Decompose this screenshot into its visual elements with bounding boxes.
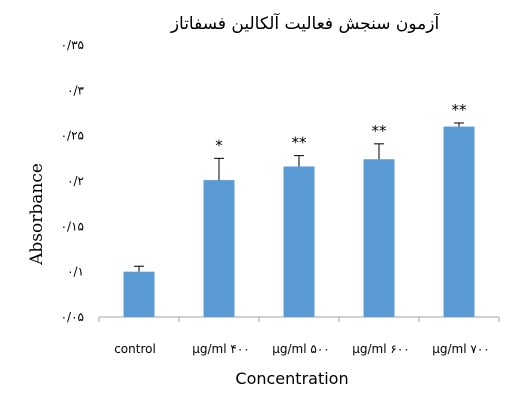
bar-0 (123, 271, 155, 317)
x-category-label: μg/ml ۶۰۰ (352, 342, 409, 356)
bar-1 (203, 180, 235, 317)
bar-3 (363, 159, 395, 317)
y-tick-label: ۰/۳ (67, 83, 84, 97)
y-tick-label: ۰/۲ (67, 174, 84, 188)
plot-area: ۰/۰۵ ۰/۱ ۰/۱۵ ۰/۲ ۰/۲۵ ۰/۳ ۰/۳۵ control * μg/ml ۴… (61, 38, 500, 356)
y-axis-label: Absorbance (27, 163, 47, 266)
x-axis-label: Concentration (235, 369, 348, 388)
x-category-label: μg/ml ۴۰۰ (192, 342, 249, 356)
significance-label-2: ** (292, 134, 308, 152)
chart-title: آزمون سنجش فعالیت آلکالین فسفاتاز (170, 12, 441, 34)
significance-label-3: ** (372, 122, 388, 140)
y-tick-label: ۰/۱۵ (61, 219, 84, 233)
x-category-label: μg/ml ۵۰۰ (272, 342, 329, 356)
bar-4 (443, 126, 475, 317)
y-tick-label: ۰/۲۵ (61, 129, 84, 143)
significance-label-4: ** (452, 101, 468, 119)
bar-2 (283, 166, 315, 317)
significance-label-1: * (215, 136, 223, 154)
y-tick-label: ۰/۱ (67, 265, 84, 279)
x-category-label: μg/ml ۷۰۰ (432, 342, 489, 356)
y-tick-label: ۰/۰۵ (61, 310, 84, 324)
y-tick-label: ۰/۳۵ (61, 38, 84, 52)
x-category-label: control (114, 342, 156, 356)
